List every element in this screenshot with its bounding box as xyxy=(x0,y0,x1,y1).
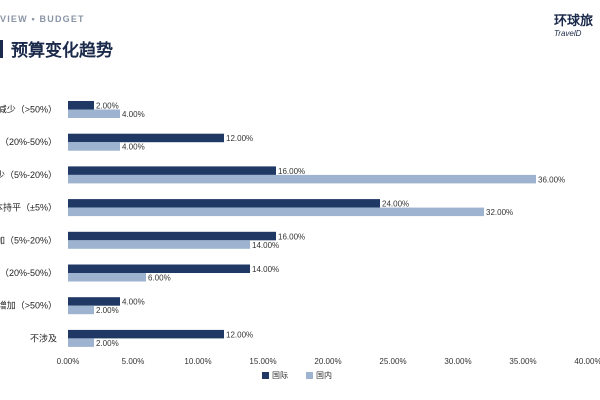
bar-1 xyxy=(68,305,94,315)
category-label: 增加（>50%） xyxy=(0,300,57,311)
x-tick-label: 25.00% xyxy=(379,357,406,366)
brand-name-cn: 环球旅 xyxy=(554,13,594,28)
bar-0 xyxy=(68,199,380,208)
bar-1 xyxy=(68,338,94,347)
data-label: 16.00% xyxy=(278,232,305,241)
data-label: 2.00% xyxy=(96,339,119,348)
category-label: 减少（>50%） xyxy=(0,104,57,115)
legend-swatch xyxy=(262,372,269,379)
data-label: 36.00% xyxy=(538,175,565,184)
data-label: 14.00% xyxy=(252,265,279,274)
data-label: 16.00% xyxy=(278,167,305,176)
brand-name-en: TravelD xyxy=(554,29,582,38)
brand-logo: 环球旅 TravelD xyxy=(554,10,600,38)
legend-label: 国际 xyxy=(272,371,288,380)
bar-0 xyxy=(68,133,224,143)
bar-1 xyxy=(68,142,120,151)
x-tick-label: 5.00% xyxy=(122,357,145,366)
x-tick-label: 30.00% xyxy=(444,357,471,366)
category-label: 加（20%-50%） xyxy=(0,268,57,278)
data-label: 2.00% xyxy=(96,102,119,111)
x-tick-label: 10.00% xyxy=(184,357,211,366)
x-tick-label: 40.00% xyxy=(574,357,600,366)
bar-1 xyxy=(68,240,250,249)
bar-0 xyxy=(68,166,276,175)
bar-0 xyxy=(68,297,120,306)
data-label: 4.00% xyxy=(122,298,145,307)
bar-1 xyxy=(68,273,146,282)
legend-swatch xyxy=(306,372,313,379)
data-label: 12.00% xyxy=(226,134,253,143)
data-label: 32.00% xyxy=(486,208,513,217)
category-label: 少（5%-20%） xyxy=(0,170,57,180)
legend-label: 国内 xyxy=(316,370,332,380)
data-label: 4.00% xyxy=(122,143,145,152)
category-label: 不涉及 xyxy=(30,332,57,343)
x-tick-label: 35.00% xyxy=(509,357,536,366)
data-label: 6.00% xyxy=(148,274,171,283)
data-label: 24.00% xyxy=(382,200,409,209)
data-label: 4.00% xyxy=(122,110,145,119)
page-title-text: 预算变化趋势 xyxy=(11,41,113,60)
bar-0 xyxy=(68,231,276,241)
bar-0 xyxy=(68,101,94,110)
data-label: 14.00% xyxy=(252,241,279,250)
bar-0 xyxy=(68,264,250,273)
title-accent-bar xyxy=(0,39,3,58)
category-label: 本持平（±5%） xyxy=(0,202,57,213)
x-tick-label: 15.00% xyxy=(249,357,276,366)
data-label: 12.00% xyxy=(226,330,253,339)
category-label: 加（5%-20%） xyxy=(0,235,57,245)
data-label: 2.00% xyxy=(96,306,119,315)
x-tick-label: 20.00% xyxy=(314,357,341,366)
page-title: 预算变化趋势 xyxy=(0,36,113,61)
x-tick-label: 0.00% xyxy=(57,357,80,366)
category-label: 少（20%-50%） xyxy=(0,137,57,147)
section-kicker: VIEW • BUDGET xyxy=(0,14,85,24)
bar-1 xyxy=(68,207,484,217)
bar-1 xyxy=(68,174,536,184)
bar-1 xyxy=(68,109,120,118)
bar-0 xyxy=(68,329,224,339)
